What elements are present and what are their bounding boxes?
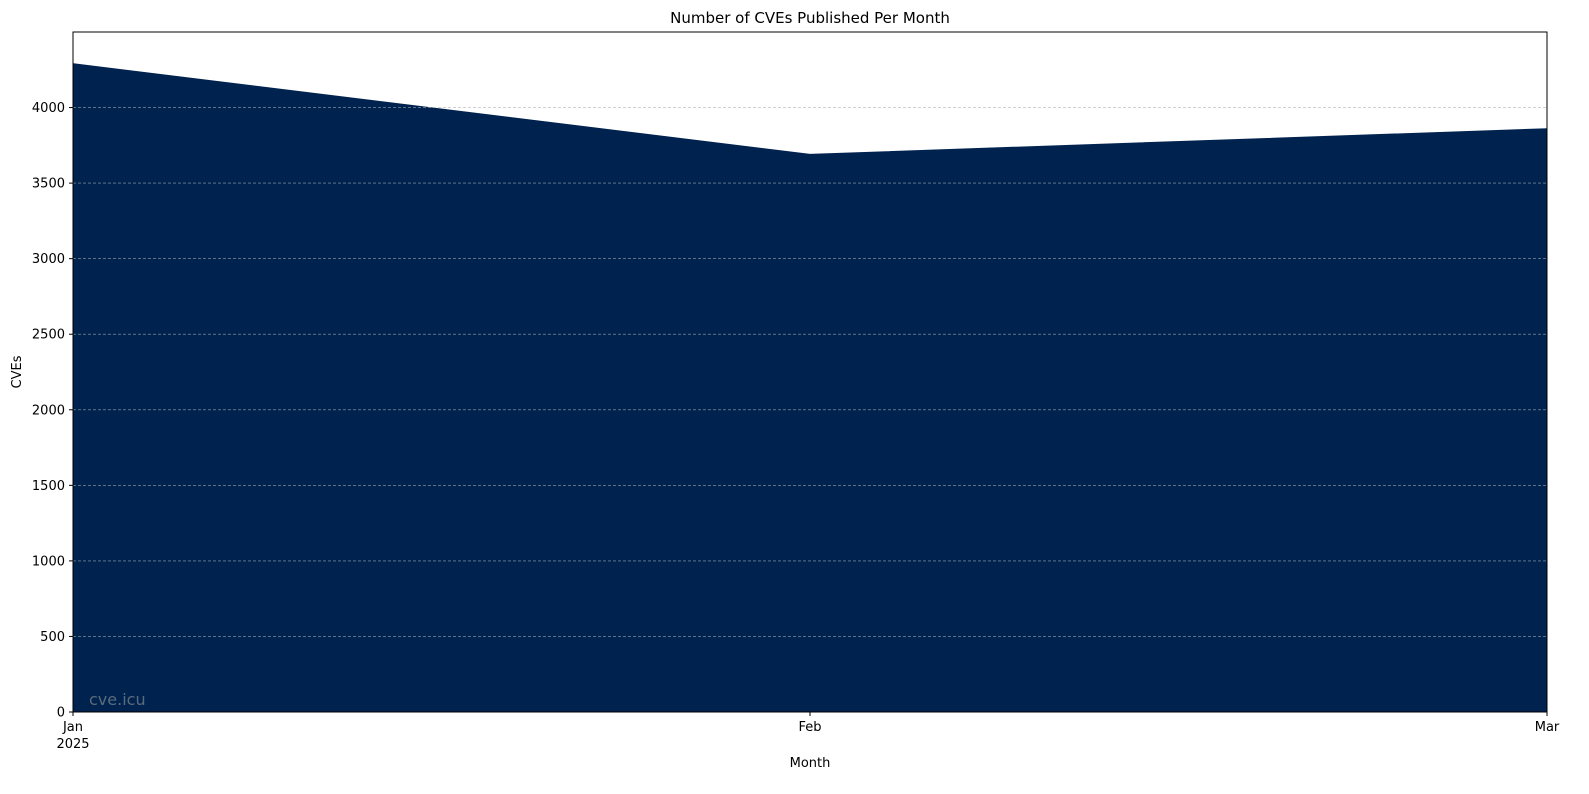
y-tick-label: 3000 [32, 252, 65, 267]
x-axis: Jan 2025 Feb Mar [56, 712, 1559, 752]
area-series [73, 64, 1547, 712]
chart-title: Number of CVEs Published Per Month [670, 9, 950, 27]
y-tick-label: 1000 [32, 554, 65, 569]
x-axis-label: Month [790, 756, 831, 771]
y-tick-label: 0 [57, 706, 65, 721]
x-tick-label: Mar [1535, 720, 1560, 735]
x-tick-label: Feb [798, 720, 821, 735]
y-axis-label: CVEs [10, 355, 25, 388]
x-tick-sublabel: 2025 [56, 737, 89, 752]
y-tick-label: 4000 [32, 101, 65, 116]
y-tick-label: 2000 [32, 403, 65, 418]
y-tick-label: 2500 [32, 328, 65, 343]
x-tick-label: Jan [62, 720, 83, 735]
y-tick-label: 3500 [32, 177, 65, 192]
plot-area [73, 64, 1547, 712]
y-tick-label: 1500 [32, 479, 65, 494]
y-axis: 0 500 1000 1500 2000 2500 3000 3500 4000 [32, 101, 73, 720]
watermark: cve.icu [89, 690, 146, 709]
y-tick-label: 500 [40, 630, 65, 645]
